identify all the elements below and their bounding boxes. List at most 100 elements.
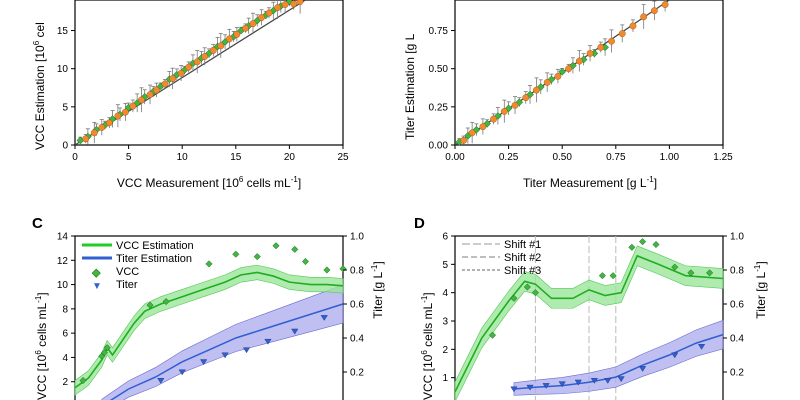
data-point-orange	[233, 30, 241, 38]
panel-b-x-label: Titer Measurement [g L-1]	[523, 175, 657, 190]
vcc-point	[103, 344, 111, 352]
vcc-point	[598, 272, 606, 280]
panel-b-y-ticks: 0.00 0.25 0.50 0.75	[429, 26, 455, 152]
vcc-point	[609, 272, 617, 280]
x-tick-label: 1.00	[660, 152, 680, 163]
panel-c-y2-ticks: 0.2 0.4 0.6 0.8 1.0	[343, 232, 364, 379]
y2-tick-label: 0.2	[730, 368, 744, 379]
titer-point	[617, 376, 625, 383]
titer-point	[264, 338, 272, 345]
panel-c-letter: C	[32, 215, 43, 232]
titer-point	[320, 315, 328, 321]
data-point-orange	[193, 58, 201, 66]
panel-a-frame	[74, 0, 344, 146]
data-point-orange	[217, 42, 225, 50]
legend-shift3: Shift #3	[504, 265, 541, 277]
data-point-orange	[661, 1, 669, 8]
data-point-orange	[500, 108, 508, 115]
data-point-orange	[533, 86, 540, 94]
data-point-orange	[468, 129, 476, 137]
x-tick-label: 0.50	[552, 152, 572, 163]
y-tick-label: 15	[57, 26, 69, 37]
titer-point	[157, 378, 165, 384]
panel-d-legend: Shift #1 Shift #2 Shift #3	[462, 239, 541, 277]
data-point-orange	[242, 24, 249, 32]
panel-d: D 1 2 3 4 5 6 0.2 0.4 0.6 0.8 1.0 VCC [106 cells …	[414, 215, 768, 400]
y2-tick-label: 0.6	[730, 300, 744, 311]
panel-c-y-label: VCC [106 cells mL-1]	[34, 292, 49, 400]
data-point-orange	[114, 112, 122, 120]
vcc-point	[510, 294, 518, 302]
y-tick-label: 6	[442, 232, 448, 243]
y-tick-label: 0.75	[429, 26, 449, 37]
y-tick-label: 14	[57, 232, 69, 243]
data-point-orange	[98, 124, 106, 131]
titer-point	[558, 381, 566, 388]
data-point-orange	[597, 43, 605, 51]
x-tick-label: 0.75	[606, 152, 626, 163]
panel-a: 0 5 10 15 20 25 0 5 10 15 VCC Measurement [106 c…	[32, 0, 349, 190]
data-point-orange	[265, 9, 273, 17]
y-tick-label: 2	[62, 377, 68, 388]
legend-vcc-marker: ◆	[92, 267, 101, 279]
x-tick-label: 25	[337, 152, 349, 163]
panel-b-x-ticks: 0.00 0.25 0.50 0.75 1.00 1.25	[445, 145, 733, 163]
legend-vcc-estimation: VCC Estimation	[116, 240, 194, 252]
y2-tick-label: 0.2	[350, 368, 364, 379]
vcc-point	[100, 349, 109, 357]
vcc-point	[531, 289, 539, 297]
vcc-point	[652, 240, 660, 249]
y-tick-label: 5	[62, 102, 68, 113]
titer-point	[697, 344, 706, 350]
panel-a-y-label: VCC Estimation [106 cel	[32, 22, 47, 150]
data-point-orange	[105, 119, 113, 127]
panel-d-y-ticks: 1 2 3 4 5 6	[442, 232, 455, 384]
panel-a-x-ticks: 0 5 10 15 20 25	[72, 145, 349, 163]
data-point-orange	[490, 115, 497, 123]
panel-d-y2-ticks: 0.2 0.4 0.6 0.8 1.0	[723, 232, 744, 379]
x-tick-label: 20	[284, 152, 296, 163]
panel-a-y-ticks: 0 5 10 15	[57, 26, 75, 152]
vcc-point	[162, 298, 170, 306]
x-tick-label: 0.00	[445, 152, 465, 163]
panel-b-frame	[454, 0, 724, 146]
panel-b-y-label: Titer Estimation [g L	[403, 33, 417, 140]
legend-titer: Titer	[116, 279, 138, 291]
vcc-point	[253, 253, 261, 261]
data-point-orange	[575, 57, 583, 65]
y-tick-label: 10	[57, 64, 69, 75]
titer-point	[200, 359, 208, 366]
data-point-orange	[460, 137, 467, 144]
panel-c-data	[74, 242, 347, 400]
y-tick-label: 0.25	[429, 102, 449, 113]
legend-titer-marker: ▼	[92, 281, 102, 292]
titer-point	[590, 378, 598, 384]
vcc-point	[323, 266, 331, 274]
data-point-orange	[281, 1, 289, 8]
data-point-orange	[565, 65, 573, 73]
data-point-orange	[511, 101, 519, 109]
data-point-green	[558, 67, 567, 76]
vcc-point	[488, 331, 497, 339]
data-point-orange	[209, 46, 217, 54]
vcc-point	[232, 250, 240, 258]
panel-a-x-label: VCC Measurement [106 cells mL-1]	[117, 175, 301, 190]
data-point-orange	[169, 75, 176, 83]
data-point-orange	[618, 30, 626, 37]
y2-tick-label: 0.8	[730, 266, 744, 277]
x-tick-label: 5	[126, 152, 132, 163]
data-point-orange	[177, 69, 185, 77]
data-point-orange	[225, 35, 233, 43]
y2-tick-label: 0.8	[350, 266, 364, 277]
y2-tick-label: 1.0	[350, 232, 364, 243]
titer-point	[178, 369, 186, 376]
y-tick-label: 12	[57, 256, 69, 267]
data-point-orange	[554, 72, 562, 80]
y-tick-label: 2	[442, 345, 448, 356]
titer-point	[604, 378, 612, 384]
titer-point	[671, 352, 679, 359]
titer-point	[574, 379, 582, 386]
y-tick-label: 4	[442, 288, 448, 299]
data-point-orange	[296, 0, 304, 5]
titer-estimation-line	[513, 333, 724, 390]
